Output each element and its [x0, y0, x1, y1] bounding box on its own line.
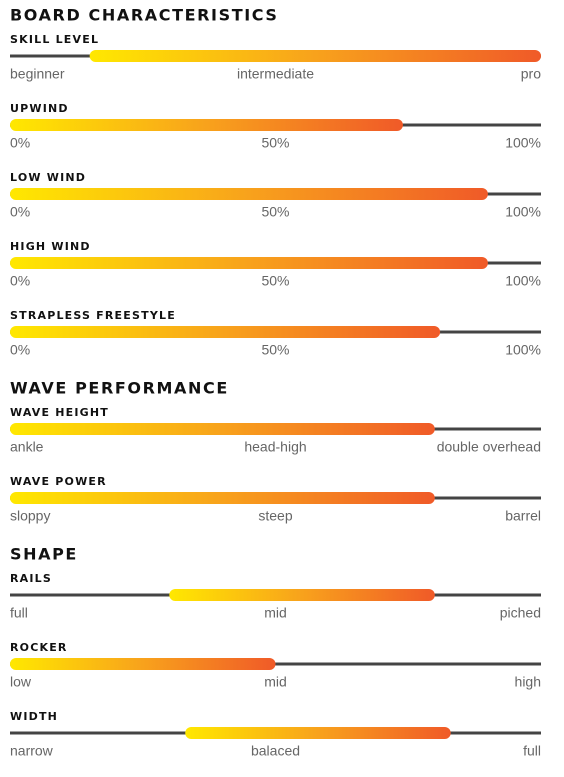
scale-label: 0%: [10, 204, 30, 220]
scale-label: pro: [521, 66, 541, 82]
scale-label: low: [10, 674, 32, 690]
section-title: BOARD CHARACTERISTICS: [10, 6, 279, 25]
scale-label: 50%: [261, 204, 289, 220]
range-bar: [10, 188, 488, 200]
range-bar: [185, 727, 451, 739]
scale-label: 50%: [261, 135, 289, 151]
scale-label: double overhead: [437, 439, 541, 455]
scale-label: 0%: [10, 273, 30, 289]
scale-label: 50%: [261, 273, 289, 289]
scale-label: sloppy: [10, 508, 50, 524]
scale-label: intermediate: [237, 66, 314, 82]
range-bar: [169, 589, 435, 601]
item-label: WIDTH: [10, 710, 58, 723]
scale-label: balaced: [251, 743, 300, 759]
section-title: SHAPE: [10, 545, 78, 564]
item-label: STRAPLESS FREESTYLE: [10, 309, 176, 322]
scale-label: 100%: [505, 204, 541, 220]
item-label: LOW WIND: [10, 171, 86, 184]
section-title: WAVE PERFORMANCE: [10, 379, 229, 398]
scale-label: 50%: [261, 342, 289, 358]
scale-label: barrel: [505, 508, 541, 524]
scale-label: 100%: [505, 342, 541, 358]
scale-label: steep: [258, 508, 292, 524]
scale-label: high: [515, 674, 541, 690]
scale-label: piched: [500, 605, 541, 621]
range-bar: [10, 423, 435, 435]
item-label: WAVE POWER: [10, 475, 107, 488]
range-bar: [10, 326, 441, 338]
item-label: RAILS: [10, 572, 52, 585]
range-bar: [10, 257, 488, 269]
scale-label: ankle: [10, 439, 44, 455]
item-label: ROCKER: [10, 641, 68, 654]
scale-label: beginner: [10, 66, 65, 82]
scale-label: head-high: [244, 439, 306, 455]
item-label: SKILL LEVEL: [10, 33, 99, 46]
range-bar: [10, 658, 276, 670]
item-label: UPWIND: [10, 102, 69, 115]
scale-label: 0%: [10, 135, 30, 151]
scale-label: mid: [264, 605, 287, 621]
scale-label: full: [523, 743, 541, 759]
scale-label: 0%: [10, 342, 30, 358]
scale-label: full: [10, 605, 28, 621]
range-bar: [10, 492, 435, 504]
scale-label: narrow: [10, 743, 54, 759]
item-label: HIGH WIND: [10, 240, 91, 253]
scale-label: 100%: [505, 273, 541, 289]
range-bar: [10, 119, 403, 131]
item-label: WAVE HEIGHT: [10, 406, 109, 419]
range-bar: [89, 50, 542, 62]
scale-label: mid: [264, 674, 287, 690]
scale-label: 100%: [505, 135, 541, 151]
